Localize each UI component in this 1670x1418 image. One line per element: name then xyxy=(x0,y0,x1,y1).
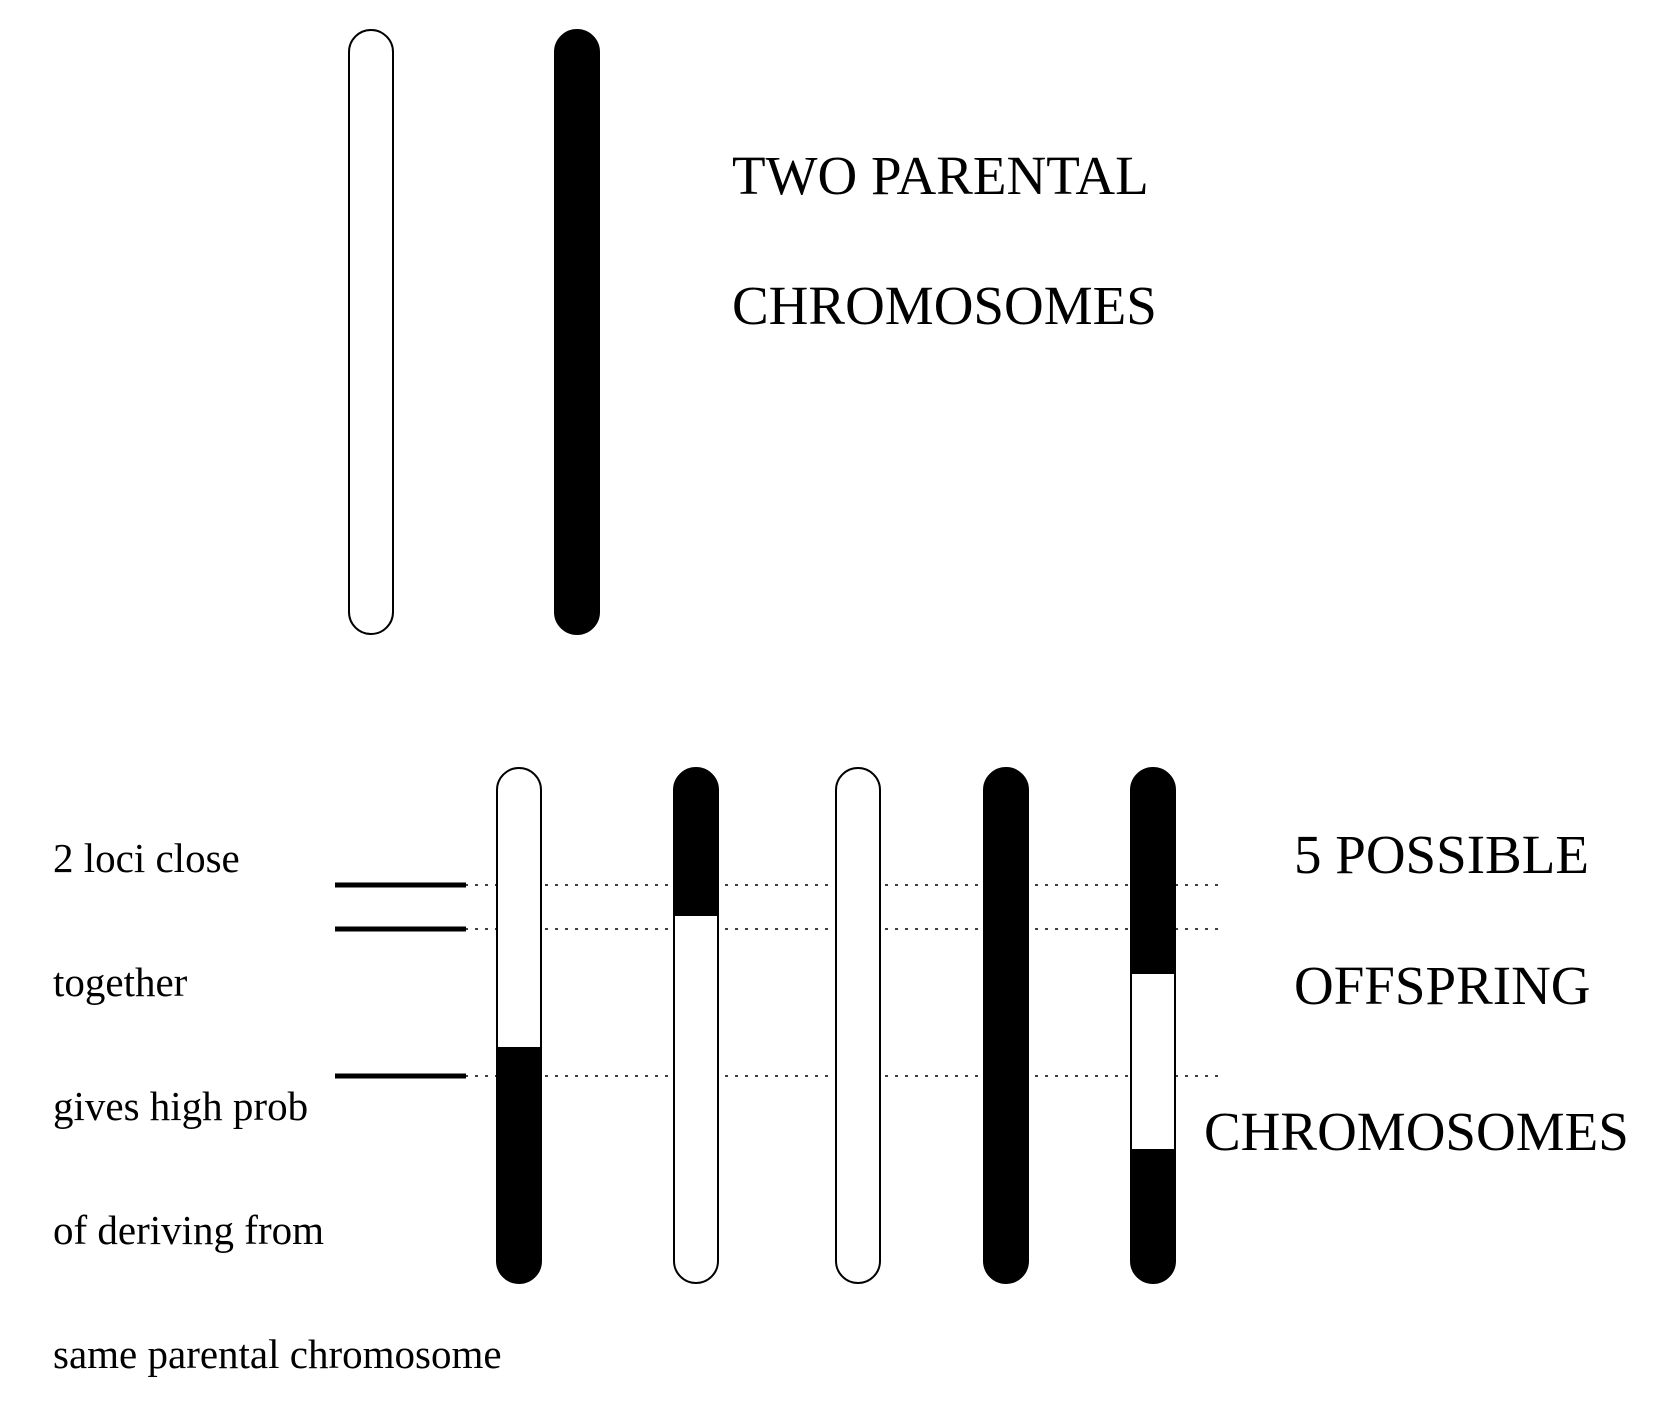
offspring-chromosome-3-outline xyxy=(835,767,881,1284)
loci-note-line-1: 2 loci close xyxy=(53,835,240,881)
parents-title-line-1: TWO PARENTAL xyxy=(732,145,1149,206)
parent-chromosomes xyxy=(348,29,600,635)
offspring-title-line-1: 5 POSSIBLE xyxy=(1294,824,1589,885)
offspring-chromosome-3-segment-white xyxy=(836,768,880,1283)
offspring-title-line-2: OFFSPRING xyxy=(1294,955,1591,1016)
parent-chromosome-white-outline xyxy=(348,29,394,635)
offspring-chromosome-1-segment-white xyxy=(497,768,541,1047)
offspring-chromosome-1 xyxy=(496,767,542,1284)
offspring-chromosome-4 xyxy=(983,767,1029,1284)
loci-note-line-5: same parental chromosome xyxy=(53,1331,502,1377)
offspring-chromosome-2-segment-black xyxy=(674,768,718,916)
loci-note-line-2: together xyxy=(53,959,188,1005)
offspring-chromosomes xyxy=(496,767,1176,1284)
parent-chromosome-white-segment xyxy=(349,30,393,634)
parent-chromosome-white xyxy=(348,29,394,635)
loci-note-line-4: of deriving from xyxy=(53,1207,324,1253)
parents-title-line-2: CHROMOSOMES xyxy=(732,275,1157,336)
offspring-chromosome-5-outline xyxy=(1130,767,1176,1284)
offspring-chromosome-5 xyxy=(1130,767,1176,1284)
parent-chromosome-black-outline xyxy=(554,29,600,635)
loci-note-line-3: gives high prob xyxy=(53,1083,309,1129)
offspring-chromosome-1-outline xyxy=(496,767,542,1284)
offspring-chromosome-4-segment-black xyxy=(984,768,1028,1283)
offspring-chromosome-5-segment-black-bottom xyxy=(1131,1149,1175,1283)
offspring-title-line-3: CHROMOSOMES xyxy=(1204,1101,1629,1162)
offspring-chromosome-2-outline xyxy=(673,767,719,1284)
offspring-chromosome-4-outline xyxy=(983,767,1029,1284)
parent-chromosome-black xyxy=(554,29,600,635)
offspring-chromosome-2 xyxy=(673,767,719,1284)
offspring-chromosome-5-segment-white xyxy=(1131,974,1175,1149)
parent-chromosome-black-segment xyxy=(555,30,599,634)
offspring-chromosome-2-segment-white xyxy=(674,916,718,1283)
offspring-chromosome-1-segment-black xyxy=(497,1047,541,1283)
locus-markers xyxy=(335,882,466,1079)
offspring-chromosome-3 xyxy=(835,767,881,1284)
offspring-chromosome-5-segment-black-top xyxy=(1131,768,1175,974)
